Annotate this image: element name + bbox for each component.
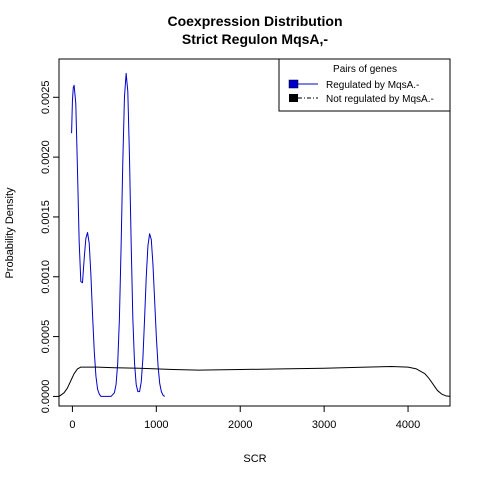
x-tick-label-1: 1000	[144, 419, 168, 431]
chart-subtitle: Strict Regulon MqsA,-	[182, 31, 329, 47]
legend-swatch-not-regulated	[289, 94, 298, 102]
y-tick-label-2: 0.0010	[40, 260, 52, 294]
y-tick-label-0: 0.0000	[40, 380, 52, 414]
legend-swatch-regulated	[288, 79, 299, 89]
legend-title: Pairs of genes	[333, 64, 397, 75]
y-tick-label-5: 0.0025	[40, 80, 52, 114]
y-tick-label-4: 0.0020	[40, 140, 52, 174]
x-axis: 0 1000 2000 3000 4000	[69, 406, 420, 431]
x-tick-label-0: 0	[69, 419, 75, 431]
x-axis-label: SCR	[243, 453, 266, 465]
legend-label-not-regulated: Not regulated by MqsA.-	[326, 94, 434, 105]
legend: Pairs of genes Regulated by MqsA.- Not r…	[278, 58, 451, 112]
plot-frame	[58, 58, 451, 407]
y-tick-label-1: 0.0005	[40, 320, 52, 354]
x-tick-label-4: 4000	[396, 419, 420, 431]
series-line-not-regulated	[58, 366, 451, 397]
y-tick-label-3: 0.0015	[40, 200, 52, 234]
x-tick-label-3: 3000	[312, 419, 336, 431]
chart-title: Coexpression Distribution	[167, 13, 342, 29]
x-tick-label-2: 2000	[228, 419, 252, 431]
series-line-regulated	[71, 72, 166, 397]
y-axis-label: Probability Density	[4, 187, 16, 279]
legend-box	[278, 58, 451, 112]
y-axis: 0.0000 0.0005 0.0010 0.0015 0.0020 0.0025	[40, 80, 59, 413]
series-layer	[58, 72, 451, 397]
legend-label-regulated: Regulated by MqsA.-	[326, 80, 419, 91]
